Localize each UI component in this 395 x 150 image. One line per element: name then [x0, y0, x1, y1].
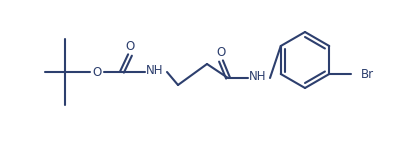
- Text: O: O: [216, 46, 226, 60]
- Text: Br: Br: [361, 68, 374, 81]
- Text: O: O: [92, 66, 102, 78]
- Text: O: O: [125, 40, 135, 54]
- Text: NH: NH: [249, 70, 267, 84]
- Text: NH: NH: [146, 64, 164, 78]
